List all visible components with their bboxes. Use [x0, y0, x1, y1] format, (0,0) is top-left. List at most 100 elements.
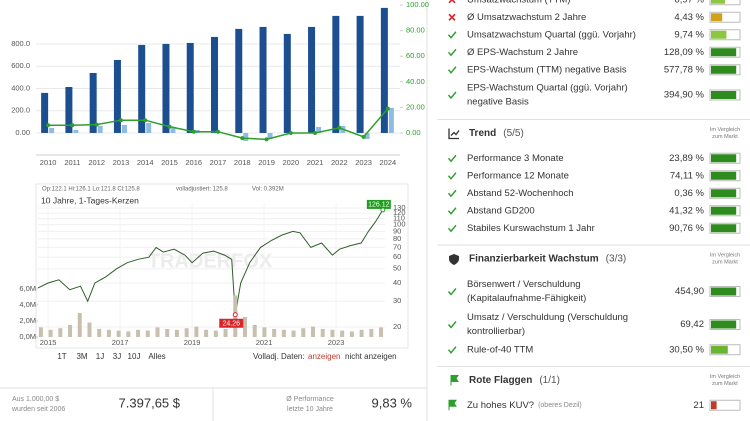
volume-bar [291, 330, 296, 337]
pass-icon [447, 189, 457, 198]
criterion-label: (Kapitalaufnahme-Fähigkeit) [467, 293, 586, 304]
volume-bar [136, 329, 141, 337]
volume-bar [126, 331, 131, 337]
y-tick-label: 80 [393, 234, 401, 243]
rating-fill [711, 224, 737, 233]
summary-label: wurden seit 2006 [11, 406, 65, 413]
volume-bar [330, 329, 335, 337]
pass-icon [447, 321, 457, 329]
price-point [380, 207, 386, 213]
volume-bar [272, 329, 277, 337]
volume-bar [340, 330, 345, 337]
bar [97, 125, 103, 133]
section-count: (3/3) [606, 254, 627, 265]
criterion-value: 4,43 % [674, 12, 704, 23]
range-button[interactable]: 10J [128, 352, 141, 361]
rating-fill [711, 401, 717, 410]
y2-tick-label: 2,0M [19, 316, 36, 325]
pass-icon [447, 172, 457, 180]
volume-bar [349, 331, 354, 337]
line-marker [361, 134, 366, 139]
line-marker [46, 123, 51, 128]
y2-tick-label: 60.00 [406, 51, 425, 60]
price-line [37, 209, 384, 315]
line-marker [264, 137, 269, 142]
bar [162, 43, 170, 133]
adjusted-label: Volladj. Daten: [253, 352, 305, 361]
summary-label: letzte 10 Jahre [287, 406, 333, 413]
criterion-value: 0,36 % [674, 188, 704, 199]
price-chart-frame [35, 183, 409, 349]
criterion-label: Umsatzwachstum (TTM) [467, 0, 570, 5]
adjusted-option[interactable]: nicht anzeigen [345, 352, 397, 361]
volume-bar [48, 329, 53, 337]
volume-bar [145, 330, 150, 337]
line-marker [118, 118, 123, 123]
y-tick-label: 20 [393, 322, 401, 331]
flag-icon [450, 375, 459, 386]
range-button[interactable]: 1J [96, 352, 104, 361]
section-note: zum Markt [712, 134, 738, 140]
fail-icon [448, 0, 456, 4]
chart-title: 10 Jahre, 1-Tages-Kerzen [41, 195, 139, 205]
y-tick-label: 70 [393, 242, 401, 251]
price-point [232, 312, 238, 318]
y-tick-label: 60 [393, 252, 401, 261]
line-marker [70, 123, 75, 128]
section-note: zum Markt [712, 259, 738, 265]
volume-bar [301, 328, 306, 337]
y-tick-label: 100 [393, 220, 406, 229]
volume-bar [155, 327, 160, 337]
bar [316, 126, 322, 133]
volume-bar [242, 317, 247, 337]
criterion-label: Performance 3 Monate [467, 153, 564, 164]
pass-icon [447, 207, 457, 215]
criterion-sublabel: (oberes Dezil) [538, 402, 582, 409]
criterion-value: 6,97 % [674, 0, 704, 5]
summary-value: 9,83 % [372, 395, 413, 410]
rating-fill [711, 13, 723, 22]
bar [283, 33, 291, 133]
y-tick-label: 50 [393, 264, 401, 273]
criterion-label: kontrollierbar) [467, 326, 525, 337]
bar [332, 15, 340, 133]
volume-bar [116, 330, 121, 337]
volume-bar [87, 322, 92, 337]
section-title: Trend [469, 128, 496, 139]
y-tick-label: 200.0 [11, 106, 30, 115]
volume-bar [369, 329, 374, 337]
summary-label: Ø Performance [286, 396, 334, 403]
rating-fill [711, 345, 728, 354]
volume-bar [68, 325, 73, 337]
criterion-label: negative Basis [467, 97, 529, 108]
y-tick-label: 0.00 [15, 128, 30, 137]
range-button[interactable]: 3J [113, 352, 121, 361]
volume-bar [58, 328, 63, 337]
x-tick-label: 2021 [256, 338, 273, 347]
range-button[interactable]: 3M [76, 352, 87, 361]
y-tick-label: 400.0 [11, 83, 30, 92]
y-tick-label: 130 [393, 203, 406, 212]
x-tick-label: 2021 [307, 158, 324, 167]
range-button[interactable]: 1T [57, 352, 66, 361]
x-tick-label: 2014 [137, 158, 154, 167]
criterion-value: 21 [693, 400, 704, 411]
chart-info: Op:122.1 Hi:126.1 Lo:121.8 Cl:125.8 [42, 187, 140, 193]
x-tick-label: 2017 [112, 338, 129, 347]
pass-icon [447, 288, 457, 296]
line-marker [385, 106, 390, 111]
summary-value: 7.397,65 $ [119, 395, 181, 410]
rating-fill [711, 206, 737, 215]
criterion-label: EPS-Wachstum Quartal (ggü. Vorjahr) [467, 83, 628, 94]
adjusted-option[interactable]: anzeigen [308, 352, 340, 361]
chart-info: volladjustiert: 125.8 [176, 187, 228, 193]
range-button[interactable]: Alles [148, 352, 165, 361]
line-marker [240, 136, 245, 141]
bar [380, 7, 388, 133]
y2-tick-label: 80.00 [406, 26, 425, 35]
bar [65, 87, 73, 133]
x-tick-label: 2015 [161, 158, 178, 167]
x-tick-label: 2024 [380, 158, 397, 167]
